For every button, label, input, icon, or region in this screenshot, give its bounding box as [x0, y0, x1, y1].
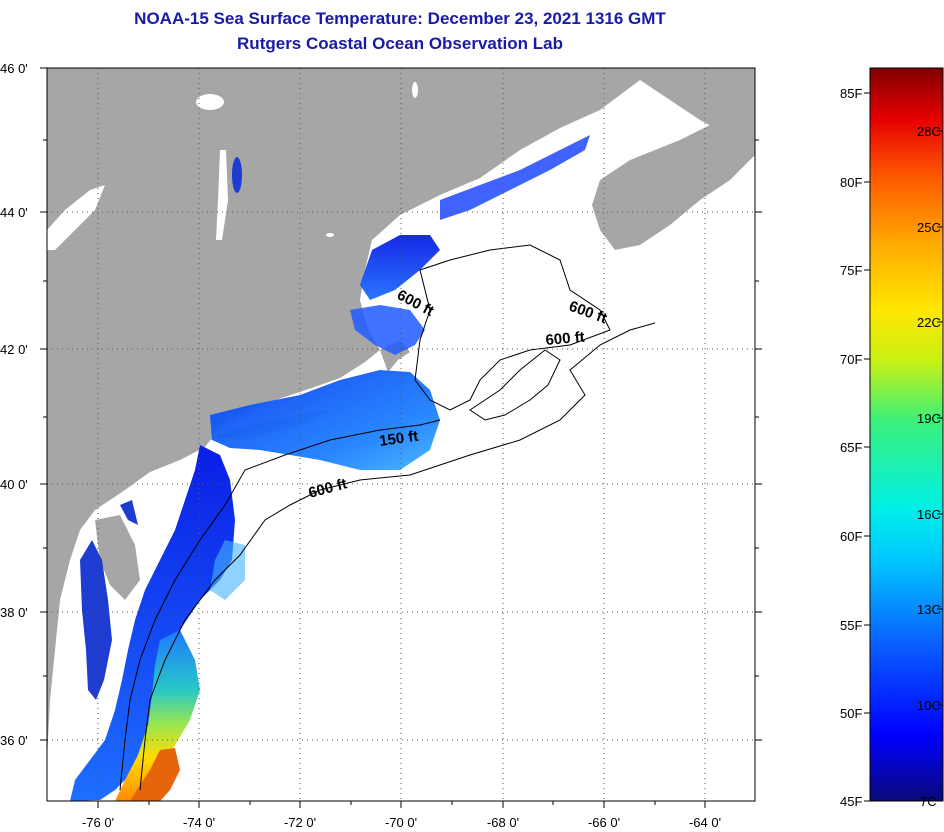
lat-label: 40 0' [0, 477, 28, 492]
contour-label: 600 ft [545, 329, 586, 349]
lake-blue-small [232, 157, 242, 193]
contour-georges-bank [469, 349, 561, 421]
lon-label: -64 0' [689, 815, 721, 830]
title-line-1: NOAA-15 Sea Surface Temperature: Decembe… [134, 9, 666, 28]
lon-label: -68 0' [487, 815, 519, 830]
lake-winnipesaukee [196, 94, 224, 110]
land-nova-scotia [592, 110, 755, 250]
lon-label: -72 0' [284, 815, 316, 830]
sst-hatteras-warm [130, 748, 180, 801]
sst-scattered-offshore [210, 540, 245, 600]
colorbar-c-label: 19C [917, 411, 941, 426]
lon-label: -74 0' [183, 815, 215, 830]
sst-maine-coast [440, 135, 590, 220]
colorbar-f-label: 75F [840, 263, 862, 278]
tick-marks [40, 67, 762, 808]
lon-label: -66 0' [588, 815, 620, 830]
land-us-mainland [47, 68, 755, 760]
colorbar-c-label: 28C [917, 124, 941, 139]
sst-gulf-central [350, 305, 425, 355]
title-line-2: Rutgers Coastal Ocean Observation Lab [237, 34, 563, 53]
contour-150ft-main [119, 419, 441, 791]
colorbar-c-label: 22C [917, 315, 941, 330]
colorbar-c-label: 25C [917, 220, 941, 235]
sst-southern-new-england-shelf [210, 370, 440, 470]
lat-label: 44 0' [0, 205, 28, 220]
contour-gulf-of-maine [414, 244, 611, 411]
lat-label: 42 0' [0, 342, 28, 357]
colorbar-f-ticks [864, 92, 870, 802]
lat-label: 36 0' [0, 733, 28, 748]
colorbar-f-label: 45F [840, 794, 862, 809]
sst-gulf-of-maine [360, 235, 440, 300]
delaware-bay [120, 500, 138, 525]
colorbar-c-ticks [937, 130, 943, 706]
graticule [47, 68, 755, 801]
lat-label: 46 0' [0, 61, 28, 76]
colorbar-f-label: 80F [840, 175, 862, 190]
colorbar-c-label: 13C [917, 602, 941, 617]
small-lake-north [412, 82, 418, 98]
colorbar-f-label: 70F [840, 352, 862, 367]
lake-champlain [216, 150, 228, 240]
colorbar-c-label: 16C [917, 507, 941, 522]
colorbar-f-label: 60F [840, 529, 862, 544]
lat-label: 38 0' [0, 605, 28, 620]
colorbar: 85F 80F 75F 70F 65F 60F 55F 50F 45F 28C … [840, 67, 944, 809]
colorbar-f-label: 65F [840, 440, 862, 455]
colorbar-f-label: 85F [840, 86, 862, 101]
colorbar-c-label: 7C [920, 794, 937, 809]
sst-map: 600 ft 600 ft 600 ft 150 ft 600 ft [0, 61, 762, 830]
chesapeake-bay [80, 540, 112, 700]
sst-warm-southern-waters [115, 630, 200, 801]
colorbar-gradient [869, 67, 944, 802]
colorbar-f-label: 50F [840, 706, 862, 721]
land-delmarva [95, 515, 140, 600]
contour-600ft-main [139, 322, 656, 791]
small-lake [326, 233, 334, 237]
lon-label: -70 0' [385, 815, 417, 830]
colorbar-f-label: 55F [840, 618, 862, 633]
sst-mid-atlantic-shelf [70, 445, 235, 801]
colorbar-c-label: 10C [917, 698, 941, 713]
lon-label: -76 0' [82, 815, 114, 830]
contour-label: 150 ft [378, 428, 419, 450]
lake-ontario [47, 185, 105, 250]
